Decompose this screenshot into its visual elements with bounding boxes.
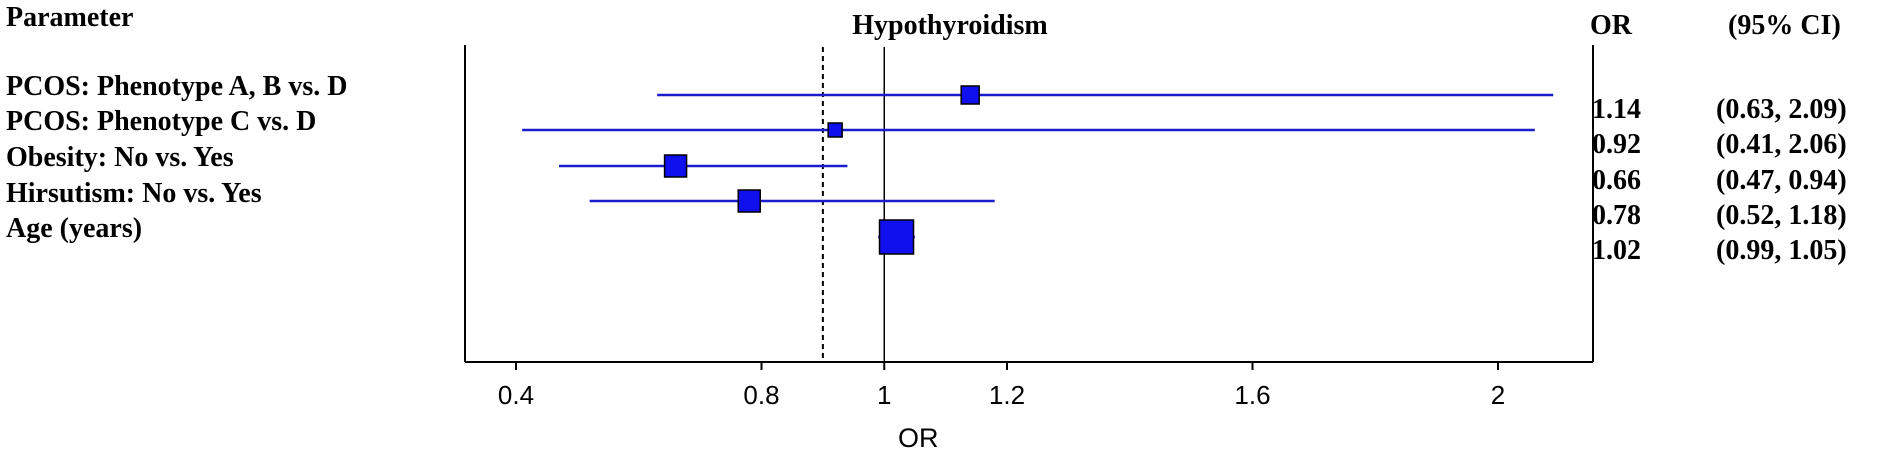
row-label-1: PCOS: Phenotype C vs. D	[6, 106, 317, 137]
x-tick-label-3: 1.2	[989, 380, 1025, 410]
or-value-2: 0.66	[1592, 165, 1641, 196]
or-marker-0	[960, 85, 980, 105]
row-label-3: Hirsutism: No vs. Yes	[6, 178, 262, 209]
or-marker-3	[737, 189, 761, 213]
parameter-header: Parameter	[6, 2, 134, 33]
row-label-2: Obesity: No vs. Yes	[6, 142, 234, 173]
or-value-1: 0.92	[1592, 129, 1641, 160]
ci-value-1: (0.41, 2.06)	[1716, 129, 1847, 160]
row-label-4: Age (years)	[6, 213, 143, 244]
or-marker-4	[878, 219, 915, 255]
or-value-3: 0.78	[1592, 200, 1641, 231]
ci-value-0: (0.63, 2.09)	[1716, 94, 1847, 125]
x-tick-label-4: 1.6	[1234, 380, 1270, 410]
or-marker-2	[663, 154, 688, 178]
or-value-4: 1.02	[1592, 235, 1641, 266]
or-value-0: 1.14	[1592, 94, 1641, 125]
x-tick-label-2: 1	[877, 380, 891, 410]
x-tick-label-1: 0.8	[743, 380, 779, 410]
x-tick-label-5: 2	[1491, 380, 1505, 410]
ci-header: (95% CI)	[1728, 10, 1841, 41]
x-axis-label: OR	[898, 423, 939, 452]
row-label-0: PCOS: Phenotype A, B vs. D	[6, 71, 348, 102]
ci-value-4: (0.99, 1.05)	[1716, 235, 1847, 266]
or-marker-1	[827, 122, 843, 138]
or-header: OR	[1590, 10, 1632, 41]
ci-value-2: (0.47, 0.94)	[1716, 165, 1847, 196]
ci-value-3: (0.52, 1.18)	[1716, 200, 1847, 231]
x-tick-label-0: 0.4	[498, 380, 534, 410]
chart-title: Hypothyroidism	[852, 10, 1048, 41]
